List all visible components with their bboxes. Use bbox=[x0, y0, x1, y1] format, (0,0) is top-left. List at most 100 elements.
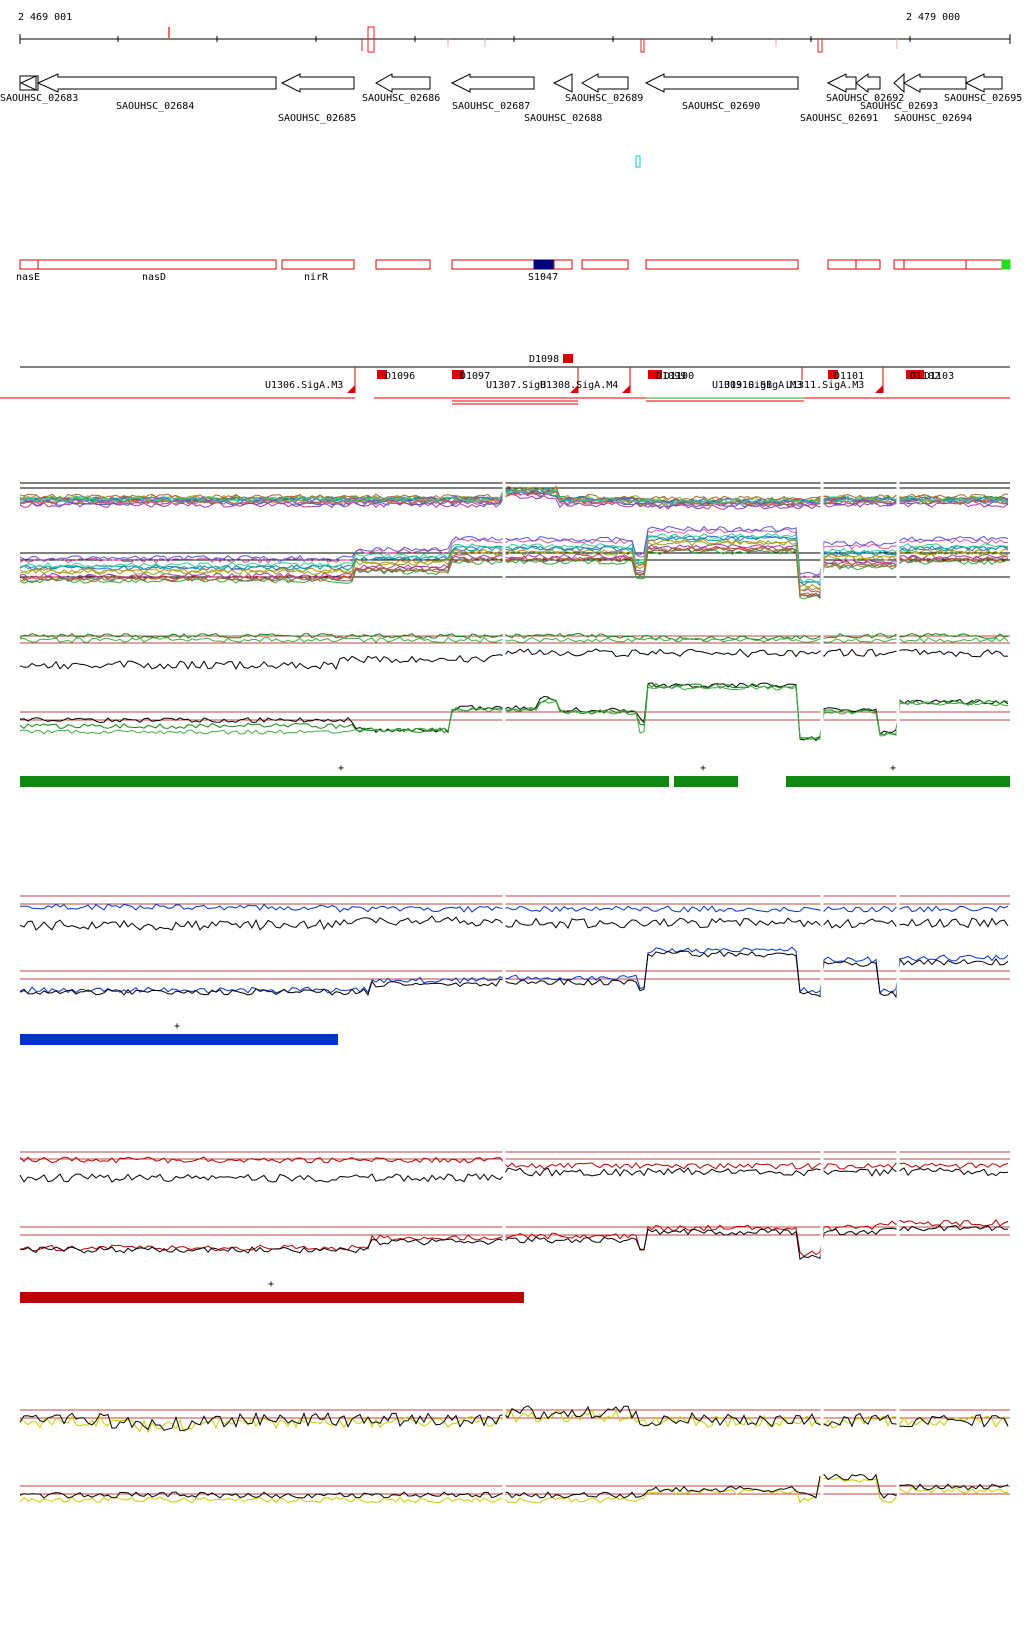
gene-label: SAOUHSC_02694 bbox=[894, 113, 972, 124]
ruler-end-label: 2 479 000 bbox=[906, 12, 961, 23]
gene-SAOUHSC_02687[interactable] bbox=[450, 73, 535, 93]
gene-name-label: S1047 bbox=[528, 272, 558, 283]
promoter-marker[interactable] bbox=[563, 354, 573, 363]
promoter-marker[interactable] bbox=[828, 370, 838, 379]
condition-marker: + bbox=[174, 1021, 180, 1032]
condition-bar[interactable] bbox=[20, 1034, 338, 1045]
gene-SAOUHSC_02688[interactable] bbox=[552, 73, 573, 93]
ruler-start-label: 2 469 001 bbox=[18, 12, 73, 23]
gene-SAOUHSC_02684[interactable] bbox=[36, 73, 277, 93]
expression-curve bbox=[19, 1473, 1009, 1499]
expression-curve bbox=[19, 950, 1009, 999]
feature-label: D1101 bbox=[834, 371, 864, 382]
feature-label: U1307.SigB bbox=[486, 380, 546, 391]
gene-name-label: nasE bbox=[16, 272, 40, 283]
gene-SAOUHSC_02695[interactable] bbox=[964, 73, 1003, 93]
gene-label: SAOUHSC_02686 bbox=[362, 93, 440, 104]
gene-label: SAOUHSC_02684 bbox=[116, 101, 194, 112]
expression-curve bbox=[19, 540, 1009, 591]
gene-SAOUHSC_02683[interactable] bbox=[19, 75, 39, 91]
gene-SAOUHSC_02685[interactable] bbox=[280, 73, 355, 93]
gene-labels: SAOUHSC_02683 SAOUHSC_02684 SAOUHSC_0268… bbox=[0, 93, 1022, 124]
gene-label: SAOUHSC_02688 bbox=[524, 113, 602, 124]
annotation-box[interactable] bbox=[827, 259, 857, 270]
annotation-box[interactable] bbox=[903, 259, 967, 270]
expression-profiles bbox=[19, 470, 1010, 1520]
expression-curve bbox=[19, 525, 1009, 576]
promoter-marker[interactable] bbox=[377, 370, 387, 379]
condition-bar[interactable] bbox=[674, 776, 738, 787]
expression-curve bbox=[19, 488, 1009, 505]
condition-bar[interactable] bbox=[786, 776, 1010, 787]
coordinate-ruler bbox=[19, 26, 1011, 53]
annotation-box[interactable] bbox=[893, 259, 905, 270]
gene-SAOUHSC_02690[interactable] bbox=[644, 73, 799, 93]
gene-label: SAOUHSC_02689 bbox=[565, 93, 643, 104]
expression-curve bbox=[19, 546, 1009, 599]
gene-SAOUHSC_02691[interactable] bbox=[826, 73, 857, 93]
expression-curve bbox=[19, 1477, 1009, 1504]
annotation-box[interactable] bbox=[645, 259, 799, 270]
gene-SAOUHSC_02689[interactable] bbox=[580, 73, 629, 93]
annotation-box[interactable] bbox=[375, 259, 431, 270]
gene-SAOUHSC_02686[interactable] bbox=[374, 73, 431, 93]
expression-curve bbox=[20, 903, 1009, 913]
annotation-box[interactable] bbox=[553, 259, 573, 270]
gene-name-label: nirR bbox=[304, 272, 329, 283]
expression-curve bbox=[19, 535, 1009, 586]
expression-curve bbox=[19, 546, 1009, 597]
feature-label: D1103 bbox=[924, 371, 954, 382]
gene-name-label: nasD bbox=[142, 272, 166, 283]
selected-feature-box[interactable] bbox=[533, 259, 555, 270]
gene-label: SAOUHSC_02692 bbox=[826, 93, 904, 104]
condition-bars bbox=[20, 776, 1010, 1303]
gene-SAOUHSC_02694[interactable] bbox=[902, 73, 967, 93]
gene-label: SAOUHSC_02687 bbox=[452, 101, 530, 112]
feature-label: U1310.SigA.M3 bbox=[724, 380, 802, 391]
highlight-box[interactable] bbox=[635, 155, 641, 168]
annotation-box[interactable] bbox=[965, 259, 1003, 270]
expression-curve bbox=[19, 543, 1009, 594]
gene-SAOUHSC_02693[interactable] bbox=[893, 72, 905, 94]
feature-label: U1308.SigA.M4 bbox=[540, 380, 618, 391]
gene-label: SAOUHSC_02695 bbox=[944, 93, 1022, 104]
expression-curve bbox=[19, 1409, 1009, 1434]
gene-label: SAOUHSC_02693 bbox=[860, 101, 938, 112]
condition-bar[interactable] bbox=[20, 1292, 524, 1303]
annotation-box[interactable] bbox=[855, 259, 881, 270]
condition-marker: + bbox=[890, 763, 896, 774]
feature-label: D1099 bbox=[656, 371, 686, 382]
expression-curve bbox=[19, 493, 1009, 510]
condition-bar[interactable] bbox=[20, 776, 669, 787]
expression-curve bbox=[19, 1167, 1009, 1183]
promoter-marker[interactable] bbox=[648, 370, 662, 379]
expression-curve bbox=[19, 632, 1009, 641]
annotation-box[interactable] bbox=[281, 259, 355, 270]
annotation-box[interactable] bbox=[451, 259, 535, 270]
expression-curve bbox=[19, 648, 1009, 671]
feature-label: D1098 bbox=[529, 354, 559, 365]
expression-curve bbox=[19, 533, 1009, 583]
expression-curve bbox=[19, 1219, 1009, 1257]
gene-SAOUHSC_02692[interactable] bbox=[855, 73, 881, 93]
promoter-marker[interactable] bbox=[906, 370, 924, 379]
expression-curve bbox=[19, 915, 1009, 931]
feature-track bbox=[0, 354, 1010, 405]
annotation-box[interactable] bbox=[581, 259, 629, 270]
feature-label: D1100 bbox=[664, 371, 694, 382]
expression-curve bbox=[19, 1156, 1009, 1170]
gene-track bbox=[19, 72, 1003, 94]
gene-label: SAOUHSC_02685 bbox=[278, 113, 356, 124]
annotation-box[interactable] bbox=[37, 259, 277, 270]
feature-label: U1309.SigB bbox=[712, 380, 772, 391]
expression-curve bbox=[19, 485, 1009, 502]
annotation-track bbox=[19, 259, 1011, 270]
promoter-marker[interactable] bbox=[452, 370, 464, 379]
expression-curve bbox=[19, 636, 1009, 644]
annotation-box[interactable] bbox=[19, 259, 39, 270]
gene-label: SAOUHSC_02690 bbox=[682, 101, 760, 112]
feature-label: U1306.SigA.M3 bbox=[265, 380, 343, 391]
feature-label: D1096 bbox=[385, 371, 415, 382]
